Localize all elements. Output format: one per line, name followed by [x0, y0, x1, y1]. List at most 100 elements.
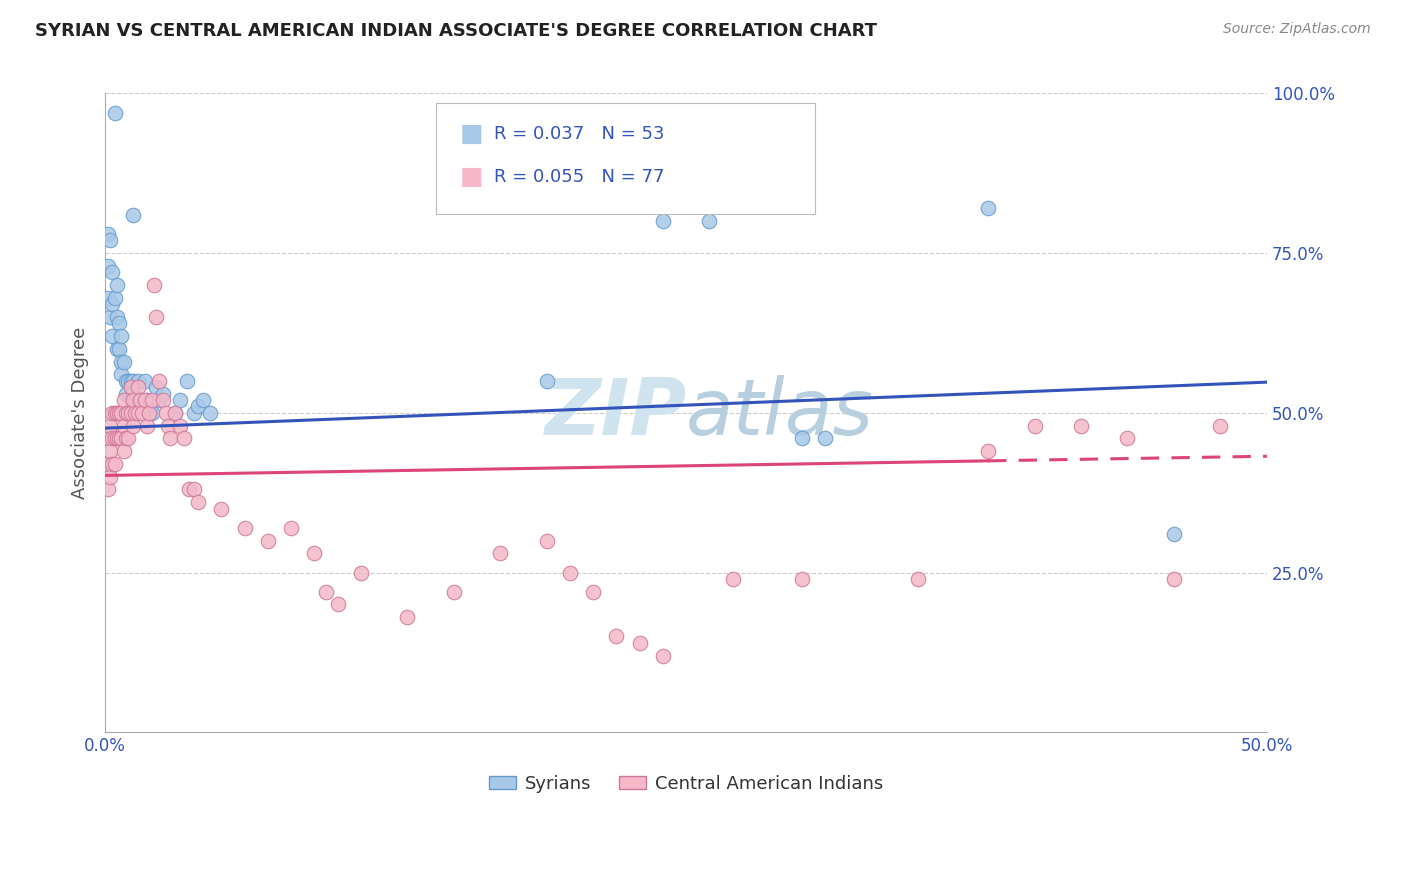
Point — [977, 202, 1000, 216]
Point — [183, 483, 205, 497]
Point — [112, 444, 135, 458]
Point — [110, 368, 132, 382]
Point — [108, 406, 131, 420]
Point — [117, 374, 139, 388]
Point — [198, 406, 221, 420]
Point — [96, 483, 118, 497]
Text: ■: ■ — [460, 122, 484, 145]
Point — [127, 374, 149, 388]
Point — [131, 406, 153, 420]
Point — [141, 392, 163, 407]
Point — [103, 406, 125, 420]
Point — [124, 392, 146, 407]
Text: ZIP: ZIP — [544, 375, 686, 450]
Point — [138, 406, 160, 420]
Point — [112, 354, 135, 368]
Point — [134, 374, 156, 388]
Point — [105, 342, 128, 356]
Text: R = 0.037   N = 53: R = 0.037 N = 53 — [494, 125, 664, 143]
Point — [112, 418, 135, 433]
Point — [110, 354, 132, 368]
Point — [115, 386, 138, 401]
Text: R = 0.055   N = 77: R = 0.055 N = 77 — [494, 168, 664, 186]
Point — [176, 374, 198, 388]
Point — [148, 374, 170, 388]
Point — [697, 214, 720, 228]
Point — [907, 572, 929, 586]
Point — [98, 233, 121, 247]
Point — [156, 418, 179, 433]
Point — [814, 431, 837, 445]
Point — [350, 566, 373, 580]
Point — [96, 227, 118, 241]
Point — [105, 278, 128, 293]
Point — [187, 495, 209, 509]
Point — [101, 457, 124, 471]
Point — [169, 392, 191, 407]
Legend: Syrians, Central American Indians: Syrians, Central American Indians — [482, 767, 890, 800]
Point — [105, 406, 128, 420]
Point — [117, 406, 139, 420]
Text: SYRIAN VS CENTRAL AMERICAN INDIAN ASSOCIATE'S DEGREE CORRELATION CHART: SYRIAN VS CENTRAL AMERICAN INDIAN ASSOCI… — [35, 22, 877, 40]
Point — [120, 380, 142, 394]
Point — [103, 431, 125, 445]
Point — [304, 546, 326, 560]
Point — [127, 380, 149, 394]
Point — [141, 406, 163, 420]
Point — [103, 105, 125, 120]
Point — [127, 406, 149, 420]
Point — [152, 392, 174, 407]
Point — [536, 374, 558, 388]
Point — [122, 418, 145, 433]
Point — [1163, 572, 1185, 586]
Point — [120, 374, 142, 388]
Point — [651, 214, 673, 228]
Point — [536, 533, 558, 548]
Point — [582, 584, 605, 599]
Point — [1209, 418, 1232, 433]
Point — [443, 584, 465, 599]
Text: ■: ■ — [460, 165, 484, 188]
Text: Source: ZipAtlas.com: Source: ZipAtlas.com — [1223, 22, 1371, 37]
Y-axis label: Associate's Degree: Associate's Degree — [72, 326, 89, 499]
Point — [98, 418, 121, 433]
Point — [98, 310, 121, 324]
Point — [98, 444, 121, 458]
Point — [129, 392, 152, 407]
Point — [1070, 418, 1092, 433]
Point — [152, 386, 174, 401]
Point — [108, 342, 131, 356]
Point — [122, 386, 145, 401]
Point — [209, 501, 232, 516]
Point — [148, 392, 170, 407]
Point — [651, 648, 673, 663]
Point — [110, 329, 132, 343]
Point — [120, 406, 142, 420]
Point — [396, 610, 419, 624]
Point — [110, 406, 132, 420]
Point — [122, 208, 145, 222]
Point — [136, 418, 159, 433]
Point — [191, 392, 214, 407]
Point — [1163, 527, 1185, 541]
Point — [183, 406, 205, 420]
Point — [792, 431, 814, 445]
Point — [163, 406, 186, 420]
Point — [105, 431, 128, 445]
Point — [187, 400, 209, 414]
Point — [96, 431, 118, 445]
Point — [1116, 431, 1139, 445]
Point — [159, 431, 181, 445]
Point — [143, 278, 166, 293]
Point — [628, 636, 651, 650]
Point — [138, 406, 160, 420]
Point — [1024, 418, 1046, 433]
Point — [115, 431, 138, 445]
Point — [155, 406, 177, 420]
Point — [163, 406, 186, 420]
Point — [115, 374, 138, 388]
Point — [721, 572, 744, 586]
Point — [134, 392, 156, 407]
Point — [101, 329, 124, 343]
Point — [280, 521, 302, 535]
